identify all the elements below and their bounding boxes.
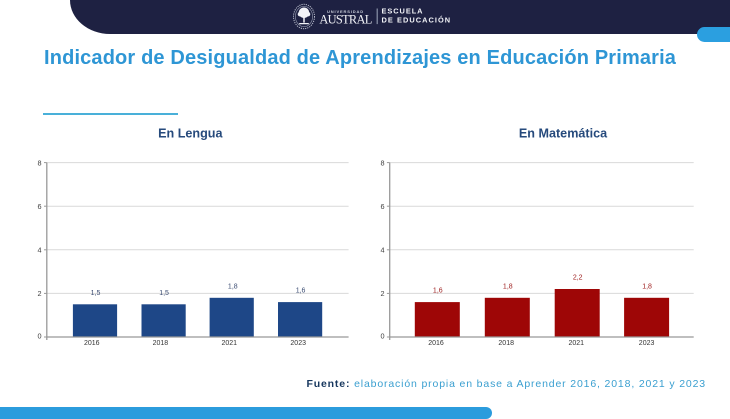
svg-text:6: 6 xyxy=(380,202,384,211)
svg-text:2021: 2021 xyxy=(569,340,585,347)
svg-text:2016: 2016 xyxy=(84,340,100,347)
svg-text:ESCUELA: ESCUELA xyxy=(382,7,424,16)
svg-text:2021: 2021 xyxy=(222,340,238,347)
svg-text:1,8: 1,8 xyxy=(642,283,652,290)
svg-text:0: 0 xyxy=(380,332,384,341)
svg-text:AUSTRAL: AUSTRAL xyxy=(319,13,371,27)
svg-text:1,8: 1,8 xyxy=(503,283,513,290)
svg-text:0: 0 xyxy=(37,332,41,341)
svg-text:En Matemática: En Matemática xyxy=(519,127,608,141)
svg-text:2: 2 xyxy=(380,289,384,298)
svg-text:8: 8 xyxy=(380,158,384,167)
svg-text:4: 4 xyxy=(37,246,41,255)
svg-text:2: 2 xyxy=(37,289,41,298)
svg-text:DE EDUCACIÓN: DE EDUCACIÓN xyxy=(382,15,452,24)
svg-text:4: 4 xyxy=(380,246,384,255)
svg-text:1,5: 1,5 xyxy=(159,290,169,297)
svg-text:2023: 2023 xyxy=(639,340,655,347)
svg-text:2,2: 2,2 xyxy=(573,275,583,282)
svg-text:1,8: 1,8 xyxy=(228,283,238,290)
svg-text:2018: 2018 xyxy=(153,340,169,347)
svg-text:1,6: 1,6 xyxy=(296,288,306,295)
svg-text:UNIVERSIDAD: UNIVERSIDAD xyxy=(327,9,364,14)
svg-text:En Lengua: En Lengua xyxy=(158,127,223,141)
svg-text:2023: 2023 xyxy=(290,340,306,347)
svg-text:2018: 2018 xyxy=(498,340,514,347)
svg-text:2016: 2016 xyxy=(428,340,444,347)
svg-text:1,6: 1,6 xyxy=(433,288,443,295)
svg-text:6: 6 xyxy=(37,202,41,211)
svg-text:1,5: 1,5 xyxy=(91,290,101,297)
svg-text:8: 8 xyxy=(37,158,41,167)
